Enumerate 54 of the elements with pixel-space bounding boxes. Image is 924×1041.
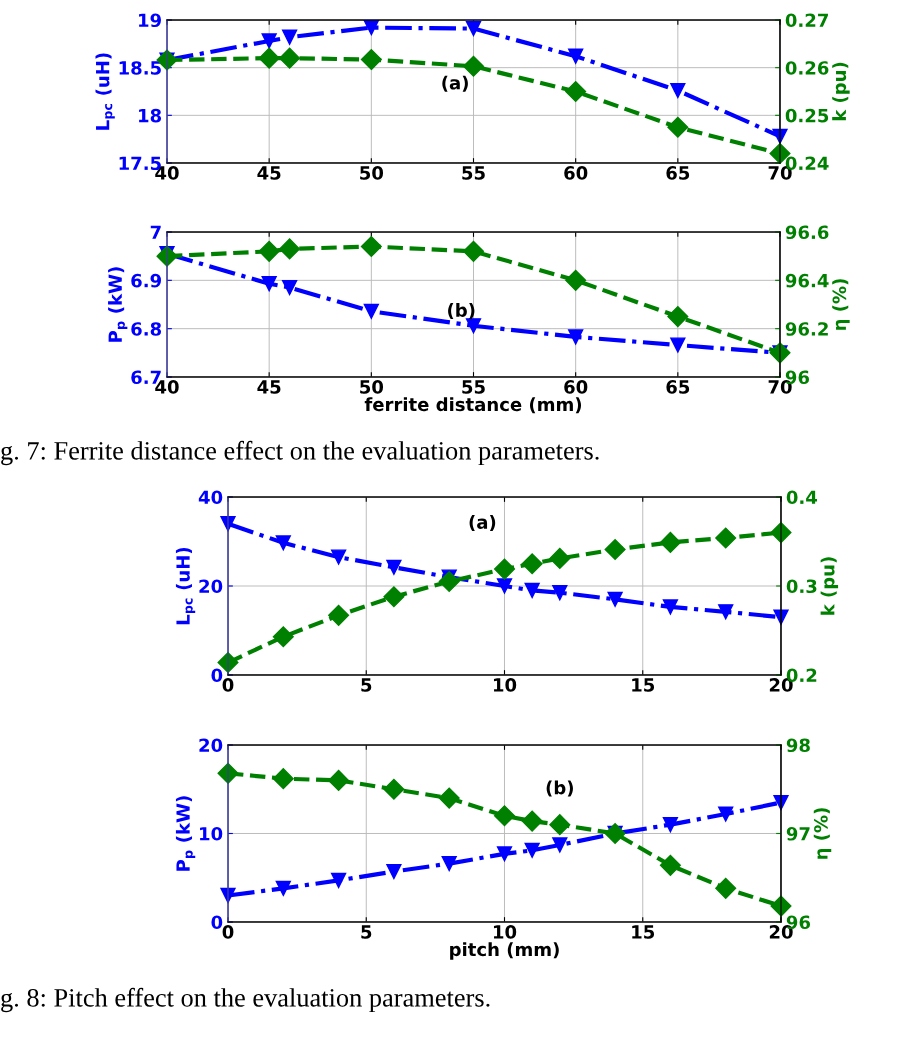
x-tick-label: 15: [632, 678, 655, 692]
x-tick-label: 60: [564, 166, 588, 180]
y-tick-label: 10: [200, 826, 223, 841]
y-tick-label: 19: [139, 13, 161, 28]
y2-tick-label: 0.3: [786, 579, 817, 594]
y-tick-label: 20: [199, 738, 223, 753]
y-tick-label: 20: [199, 579, 223, 594]
y2-tick-label: 0.26: [785, 61, 829, 75]
x-tick-label: 60: [564, 380, 588, 394]
y2-tick-label: 96.2: [785, 322, 828, 336]
y2-axis-title: η (%): [832, 279, 850, 330]
y2-tick-label: 97: [786, 826, 810, 841]
y2-axis-title: η (%): [813, 808, 832, 859]
annotation: (a): [469, 514, 496, 532]
x-tick-label: 5: [361, 925, 372, 939]
y-axis-title: P$_{p}$ (kW): [108, 267, 128, 342]
x-tick-label: 45: [257, 166, 281, 180]
y2-axis-title: k (pu): [820, 557, 839, 615]
y-axis-title: P$_{p}$ (kW): [175, 796, 196, 871]
x-tick-label: 55: [462, 380, 485, 394]
y2-tick-label: 0.27: [785, 13, 828, 28]
y-tick-label: 6.9: [131, 273, 161, 288]
x-tick-label: 65: [666, 166, 690, 180]
x-axis-title: pitch (mm): [450, 942, 559, 960]
y2-tick-label: 0.4: [786, 490, 818, 505]
x-axis-title: ferrite distance (mm): [364, 397, 582, 414]
x-tick-label: 10: [493, 678, 517, 692]
y2-tick-label: 96.4: [785, 273, 829, 288]
y2-tick-label: 0.25: [785, 108, 829, 123]
y2-tick-label: 98: [786, 738, 810, 753]
text: g. 8: Pitch effect on the evaluation parameters.: [1, 987, 490, 1013]
x-tick-label: 55: [462, 166, 485, 180]
x-tick-label: 0: [222, 925, 234, 939]
x-tick-label: 45: [257, 380, 281, 394]
x-tick-label: 5: [361, 678, 372, 692]
x-tick-label: 50: [360, 166, 384, 180]
annotation: (b): [448, 303, 475, 320]
x-tick-label: 0: [222, 678, 234, 692]
y-tick-label: 18.5: [119, 61, 161, 75]
y2-tick-label: 96.6: [785, 225, 829, 240]
y-tick-label: 40: [198, 490, 223, 505]
y-axis-title: L$_{pc}$ (uH): [175, 547, 196, 625]
annotation: (a): [442, 75, 468, 92]
x-tick-label: 65: [666, 380, 690, 394]
y-axis-title: L$_{pc}$ (uH): [95, 53, 115, 130]
y-tick-label: 18: [139, 108, 162, 123]
y-tick-label: 7: [150, 225, 161, 239]
y-tick-label: 6.8: [131, 322, 162, 336]
x-tick-label: 10: [493, 925, 517, 939]
x-tick-label: 50: [360, 380, 384, 394]
x-tick-label: 15: [632, 925, 655, 939]
y2-axis-title: k (pu): [832, 62, 850, 121]
text: g. 7: Ferrite distance effect on the evaluation parameters.: [1, 440, 599, 466]
annotation: (b): [546, 780, 573, 797]
